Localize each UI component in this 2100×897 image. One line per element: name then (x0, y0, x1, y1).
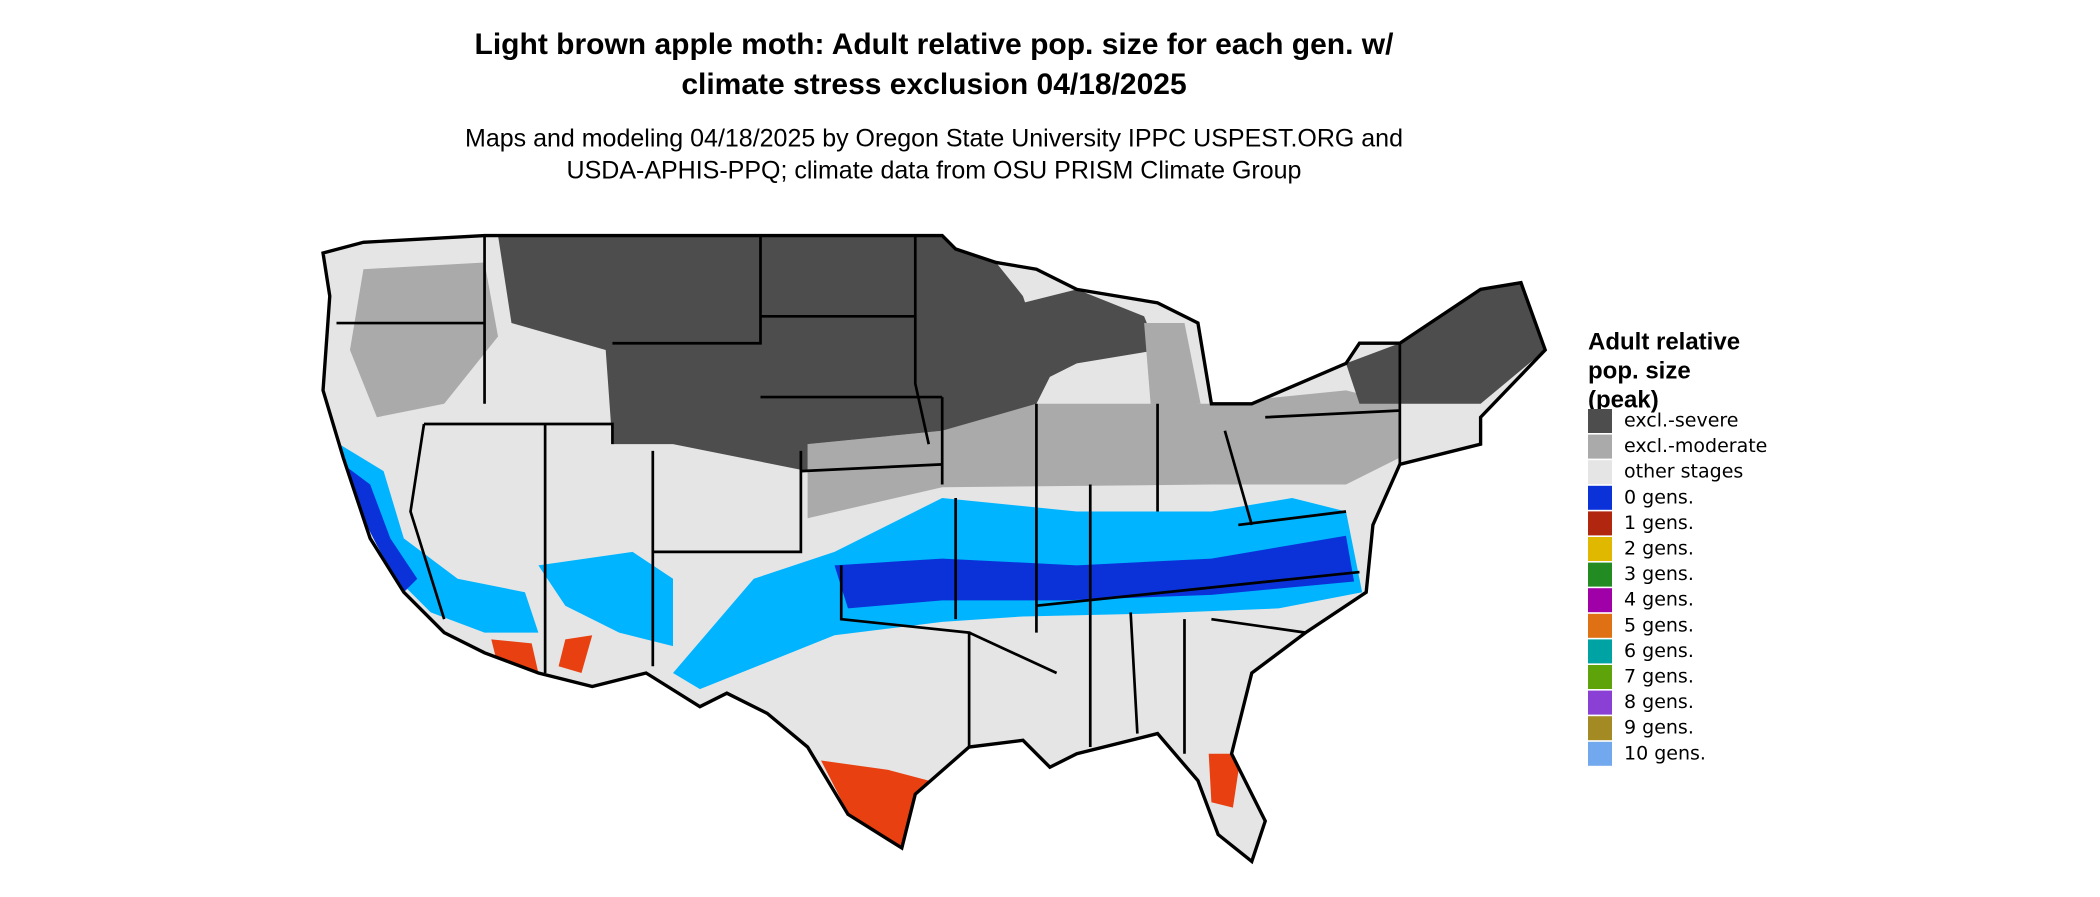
legend-swatch (1588, 639, 1612, 664)
legend-swatch (1588, 613, 1612, 638)
legend-label: 4 gens. (1624, 589, 1694, 611)
legend-swatch (1588, 588, 1612, 613)
legend-label: 8 gens. (1624, 691, 1694, 713)
legend-title: pop. size (1588, 357, 1691, 384)
legend-label: 9 gens. (1624, 717, 1694, 739)
title: climate stress exclusion 04/18/2025 (681, 68, 1186, 101)
legend-label: 6 gens. (1624, 640, 1694, 662)
legend-swatch (1588, 716, 1612, 741)
legend-swatch (1588, 460, 1612, 485)
legend-label: excl.-severe (1624, 410, 1739, 432)
legend-swatch (1588, 511, 1612, 536)
legend-label: 3 gens. (1624, 563, 1694, 585)
legend-swatch (1588, 537, 1612, 561)
subtitle: Maps and modeling 04/18/2025 by Oregon S… (465, 125, 1403, 153)
legend-label: other stages (1624, 461, 1743, 483)
legend-label: 0 gens. (1624, 486, 1694, 508)
subtitle: USDA-APHIS-PPQ; climate data from OSU PR… (567, 157, 1302, 185)
legend-swatch (1588, 485, 1612, 510)
legend-label: 7 gens. (1624, 666, 1694, 688)
us-map (321, 233, 1547, 864)
legend-swatch (1588, 665, 1612, 689)
legend-label: 5 gens. (1624, 614, 1694, 636)
legend-swatch (1588, 434, 1612, 459)
legend-label: excl.-moderate (1624, 435, 1767, 457)
legend-label: 2 gens. (1624, 538, 1694, 560)
legend-label: 10 gens. (1624, 742, 1706, 764)
legend-swatch (1588, 690, 1612, 715)
legend-title: Adult relative (1588, 328, 1740, 355)
title: Light brown apple moth: Adult relative p… (475, 28, 1395, 61)
legend-swatch (1588, 562, 1612, 587)
legend-label: 1 gens. (1624, 512, 1694, 534)
legend-title: (peak) (1588, 386, 1659, 413)
legend-swatch (1588, 741, 1612, 766)
legend-swatch (1588, 409, 1612, 433)
